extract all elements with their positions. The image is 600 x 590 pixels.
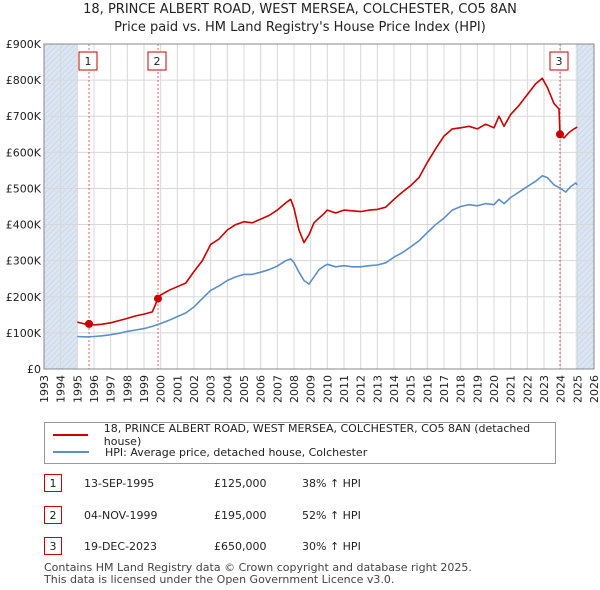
x-tick-label: 2002 [188,375,201,403]
y-tick-label: £600K [6,146,42,159]
x-tick-label: 2012 [355,375,368,403]
sale-marker-label: 3 [556,55,563,68]
transaction-date: 04-NOV-1999 [84,509,158,522]
x-tick-label: 2008 [288,375,301,403]
x-tick-label: 2011 [338,375,351,403]
transaction-price: £125,000 [214,477,267,490]
footer-licence: This data is licensed under the Open Gov… [44,573,395,586]
x-tick-label: 1997 [105,375,118,403]
x-tick-label: 2010 [321,375,334,403]
x-tick-label: 2000 [155,375,168,403]
x-tick-label: 2009 [305,375,318,403]
transaction-price: £650,000 [214,540,267,553]
y-tick-label: £500K [6,182,42,195]
x-tick-label: 1999 [138,375,151,403]
legend-swatch-property [53,434,88,436]
x-tick-label: 2015 [405,375,418,403]
y-tick-label: £700K [6,110,42,123]
x-tick-label: 2013 [371,375,384,403]
price-chart: £0 £100K £200K £300K £400K £500K £600K £700K £80… [6,38,600,403]
legend-label-property: 18, PRINCE ALBERT ROAD, WEST MERSEA, COL… [103,422,531,448]
x-tick-label: 2003 [205,375,218,403]
x-tick-label: 1995 [71,375,84,403]
y-tick-label: £0 [27,363,41,376]
y-tick-label: £900K [6,38,42,51]
x-tick-label: 1998 [121,375,134,403]
transaction-date: 13-SEP-1995 [84,477,155,490]
sale-marker-label: 1 [85,55,92,68]
sale-point [154,294,162,303]
transaction-price: £195,000 [214,509,267,522]
x-tick-label: 2019 [471,375,484,403]
transaction-hpi: 30% ↑ HPI [302,540,361,553]
chart-subtitle: Price paid vs. HM Land Registry's House … [114,20,486,35]
x-tick-label: 1993 [38,375,51,403]
legend: 18, PRINCE ALBERT ROAD, WEST MERSEA, COL… [44,422,556,464]
transaction-hpi: 38% ↑ HPI [302,477,361,490]
legend-swatch-hpi [53,451,89,453]
x-tick-label: 2024 [555,375,568,403]
x-tick-label: 2026 [588,375,600,403]
footer-copyright: Contains HM Land Registry data © Crown c… [44,561,472,574]
legend-item-hpi: HPI: Average price, detached house, Colc… [53,444,367,460]
transaction-hpi: 52% ↑ HPI [302,509,361,522]
x-tick-label: 2017 [438,375,451,403]
x-tick-label: 2007 [271,375,284,403]
sale-marker-label: 2 [154,55,161,68]
hpi-line [77,175,578,338]
plot-frame [43,43,595,370]
transaction-date: 19-DEC-2023 [84,540,158,553]
transaction-number: 1 [44,474,62,492]
sale-point [556,130,564,139]
sale-marker-box [549,51,569,71]
x-tick-label: 2020 [488,375,501,403]
y-tick-label: £200K [6,291,42,304]
y-tick-label: £100K [6,327,42,340]
x-tick-label: 2018 [455,375,468,403]
transaction-number: 3 [44,537,62,555]
x-tick-label: 2006 [255,375,268,403]
x-tick-label: 2014 [388,375,401,403]
x-tick-label: 1994 [55,375,68,403]
y-tick-label: £400K [6,219,42,232]
sale-point [85,319,93,328]
x-tick-label: 2004 [221,375,234,403]
y-tick-label: £800K [6,74,42,87]
legend-label-hpi: HPI: Average price, detached house, Colc… [105,445,368,459]
plot-area [44,44,594,369]
chart-title: 18, PRINCE ALBERT ROAD, WEST MERSEA, COL… [83,2,517,17]
sale-marker-box [147,51,167,71]
transaction-number: 2 [44,506,62,524]
y-tick-label: £300K [6,255,42,268]
x-tick-label: 2021 [505,375,518,403]
x-tick-label: 2022 [521,375,534,403]
x-tick-label: 1996 [88,375,101,403]
x-tick-label: 2023 [538,375,551,403]
x-tick-label: 2005 [238,375,251,403]
x-tick-label: 2001 [171,375,184,403]
x-tick-label: 2025 [571,375,584,403]
legend-item-property: 18, PRINCE ALBERT ROAD, WEST MERSEA, COL… [53,422,555,448]
sale-marker-box [78,51,98,71]
shaded-range [575,44,594,369]
x-tick-label: 2016 [421,375,434,403]
